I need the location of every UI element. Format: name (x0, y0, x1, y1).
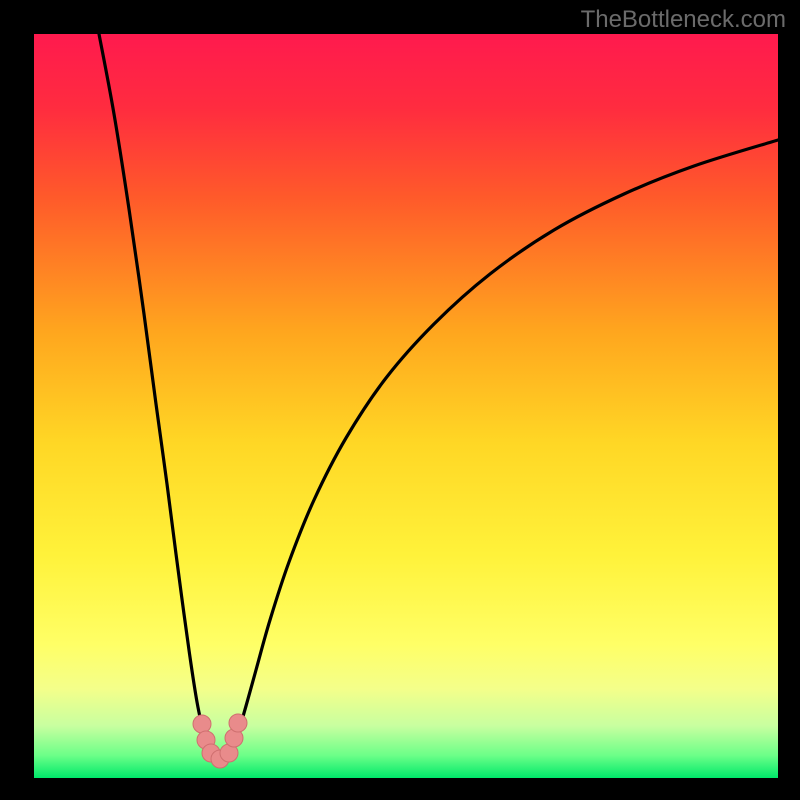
curve-left (99, 34, 210, 754)
curve-right (232, 140, 778, 754)
bottleneck-marker (193, 715, 211, 733)
watermark-text: TheBottleneck.com (581, 6, 786, 34)
plot-svg (34, 34, 778, 778)
plot-area (34, 34, 778, 778)
bottleneck-marker (229, 714, 247, 732)
